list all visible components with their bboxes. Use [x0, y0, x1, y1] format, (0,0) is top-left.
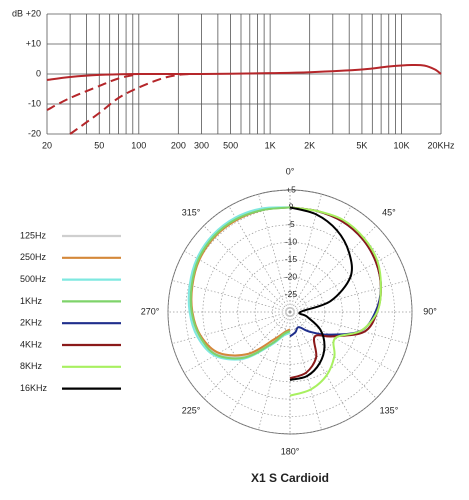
legend-label: 4KHz: [20, 339, 43, 349]
ring: [185, 207, 395, 417]
angular-grid-line: [258, 194, 291, 313]
ring: [219, 241, 361, 383]
angular-grid-line: [228, 206, 291, 313]
chart-title: X1 S Cardioid: [251, 471, 329, 485]
r-tick-label: -10: [285, 237, 298, 247]
angle-tick-label: 180°: [281, 446, 300, 456]
x-tick-label: 100: [131, 140, 146, 150]
angular-grid-line: [228, 311, 291, 418]
response-line: [46, 73, 140, 111]
r-tick-label: +5: [286, 184, 296, 194]
y-tick-label: -10: [28, 98, 41, 108]
r-tick-label: -25: [285, 289, 298, 299]
angular-grid-line: [289, 311, 322, 430]
x-tick-label: 300: [194, 140, 209, 150]
x-tick-label: 500: [223, 140, 238, 150]
angular-grid-line: [203, 225, 291, 313]
polar-curve: [190, 206, 291, 357]
angle-tick-label: 270°: [141, 306, 160, 316]
legend-label: 250Hz: [20, 252, 47, 262]
angular-grid-line: [289, 311, 352, 418]
legend-label: 2KHz: [20, 318, 43, 328]
x-tick-label: 20KHz: [427, 140, 455, 150]
r-tick-label: -20: [285, 271, 298, 281]
angular-grid-line: [289, 311, 396, 374]
polar-curve: [187, 206, 291, 361]
legend-label: 8KHz: [20, 361, 43, 371]
angular-grid-line: [289, 206, 352, 313]
polar-curve: [289, 206, 382, 397]
angular-grid-line: [184, 250, 291, 313]
y-tick-label: -20: [28, 128, 41, 138]
angular-grid-line: [289, 280, 408, 313]
angular-grid-line: [289, 311, 408, 344]
x-tick-label: 1K: [265, 140, 276, 150]
angle-tick-label: 90°: [423, 306, 437, 316]
r-tick-label: -15: [285, 254, 298, 264]
angle-tick-label: 135°: [380, 405, 399, 415]
y-axis-label: dB: [12, 8, 23, 18]
x-tick-label: 2K: [304, 140, 315, 150]
ring: [272, 294, 308, 330]
y-tick-label: +10: [26, 38, 41, 48]
legend-label: 125Hz: [20, 230, 47, 240]
x-tick-label: 200: [171, 140, 186, 150]
angular-grid-line: [172, 311, 291, 344]
polar-curve: [289, 206, 353, 381]
r-tick-label: -5: [287, 219, 295, 229]
y-tick-label: +20: [26, 8, 41, 18]
ring: [167, 189, 413, 435]
polar-curve: [189, 206, 291, 360]
angular-grid-line: [258, 311, 291, 430]
legend-label: 500Hz: [20, 274, 47, 284]
y-tick-label: 0: [36, 68, 41, 78]
legend-label: 1KHz: [20, 296, 43, 306]
ring: [237, 259, 343, 365]
angular-grid-line: [289, 225, 377, 313]
x-tick-label: 20: [42, 140, 52, 150]
x-tick-label: 5K: [356, 140, 367, 150]
ring: [254, 276, 326, 348]
angle-tick-label: 315°: [182, 207, 201, 217]
legend-label: 16KHz: [20, 383, 48, 393]
angle-tick-label: 225°: [182, 405, 201, 415]
angle-tick-label: 45°: [382, 207, 396, 217]
response-line: [69, 73, 192, 135]
angle-tick-label: 0°: [286, 166, 295, 176]
x-tick-label: 10K: [393, 140, 409, 150]
angular-grid-line: [184, 311, 291, 374]
angular-grid-line: [289, 311, 377, 399]
x-tick-label: 50: [94, 140, 104, 150]
response-line: [46, 63, 442, 81]
